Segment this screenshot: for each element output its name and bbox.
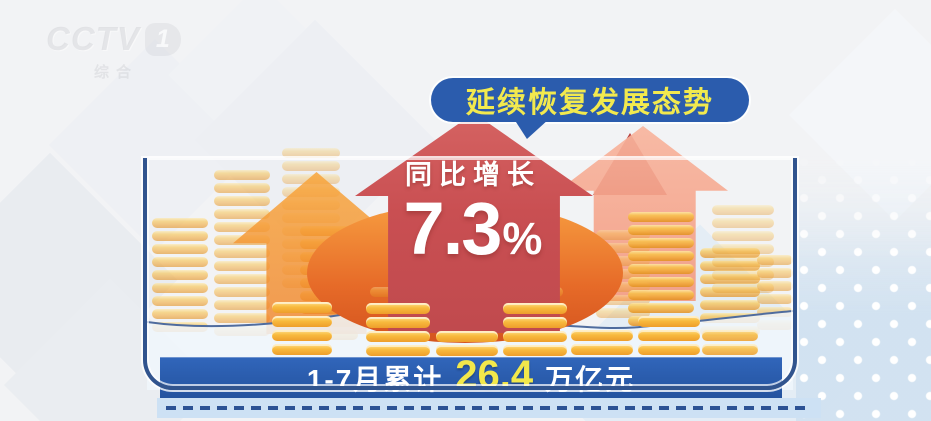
coin <box>712 283 774 293</box>
bubble-tail <box>514 119 549 139</box>
coin <box>366 345 430 356</box>
coin <box>503 331 567 342</box>
coin <box>214 261 270 271</box>
coin <box>152 244 208 254</box>
coin <box>214 248 270 258</box>
coin <box>436 345 498 356</box>
growth-value-group: 7.3 % <box>358 192 588 266</box>
coin <box>757 294 793 304</box>
coin <box>596 282 650 292</box>
coin <box>702 344 758 355</box>
frame-border <box>143 158 797 390</box>
coin <box>700 287 760 297</box>
channel-number-badge: 1 <box>144 22 181 56</box>
coin-stack <box>436 331 498 360</box>
cctv-logo: CCTV 1 综合 <box>46 20 181 82</box>
coin <box>628 238 694 248</box>
coin <box>152 309 208 319</box>
growth-label: 同比增长 <box>405 160 541 190</box>
coin <box>702 330 758 341</box>
coin-stack <box>272 302 332 358</box>
coin <box>214 222 270 232</box>
cctv-brand-text: CCTV <box>46 20 140 57</box>
coin <box>214 170 270 180</box>
coin <box>638 344 700 355</box>
coin <box>571 344 633 355</box>
coin <box>628 212 694 222</box>
coin <box>712 244 774 254</box>
coin <box>628 277 694 287</box>
coin <box>596 243 650 253</box>
coin <box>700 261 760 271</box>
coin <box>628 303 694 313</box>
coin-stack <box>503 303 567 360</box>
coin <box>214 209 270 219</box>
coin <box>596 308 650 318</box>
percent-sign: % <box>502 213 543 264</box>
coin <box>214 313 270 323</box>
coin <box>503 345 567 356</box>
coin-stack <box>712 205 774 300</box>
coin <box>757 268 793 278</box>
coin <box>700 274 760 284</box>
coin <box>571 330 633 341</box>
coin <box>272 302 332 313</box>
coin <box>712 231 774 241</box>
coin <box>712 218 774 228</box>
coin-stack <box>702 330 758 358</box>
coin <box>757 281 793 291</box>
coin <box>712 270 774 280</box>
coin-stack <box>366 303 430 360</box>
coin <box>366 331 430 342</box>
coin <box>152 231 208 241</box>
coin <box>152 296 208 306</box>
dot-pattern-background <box>796 150 931 421</box>
coin <box>152 218 208 228</box>
coin <box>628 225 694 235</box>
coin <box>596 269 650 279</box>
dashed-line <box>166 406 812 410</box>
coin <box>282 161 340 171</box>
coin <box>436 331 498 342</box>
coin <box>638 330 700 341</box>
dashed-strip <box>157 398 821 418</box>
growth-value: 7.3 <box>403 187 503 270</box>
coin <box>638 316 700 327</box>
coin <box>596 295 650 305</box>
coin <box>503 317 567 328</box>
coin <box>628 251 694 261</box>
coin-stack <box>596 230 650 322</box>
coin <box>272 316 332 327</box>
coin <box>152 270 208 280</box>
coin <box>366 303 430 314</box>
coin <box>503 303 567 314</box>
coin <box>700 300 760 310</box>
coin <box>712 257 774 267</box>
coin <box>596 230 650 240</box>
coin <box>712 205 774 215</box>
headline-bubble: 延续恢复发展态势 <box>431 78 749 139</box>
coin <box>214 287 270 297</box>
coin <box>214 300 270 310</box>
coin <box>214 196 270 206</box>
coin-stack <box>571 330 633 360</box>
coin <box>596 256 650 266</box>
coin <box>628 264 694 274</box>
headline-text: 延续恢复发展态势 <box>465 87 714 119</box>
coin <box>214 183 270 193</box>
coin <box>282 148 340 158</box>
coin <box>214 274 270 284</box>
coin <box>700 248 760 258</box>
coin <box>757 255 793 265</box>
coin <box>366 317 430 328</box>
coin <box>272 344 332 355</box>
coin <box>628 290 694 300</box>
channel-name-text: 综合 <box>94 64 139 81</box>
coin <box>152 257 208 267</box>
coin-stack <box>638 316 700 360</box>
coin <box>272 330 332 341</box>
coin <box>152 283 208 293</box>
